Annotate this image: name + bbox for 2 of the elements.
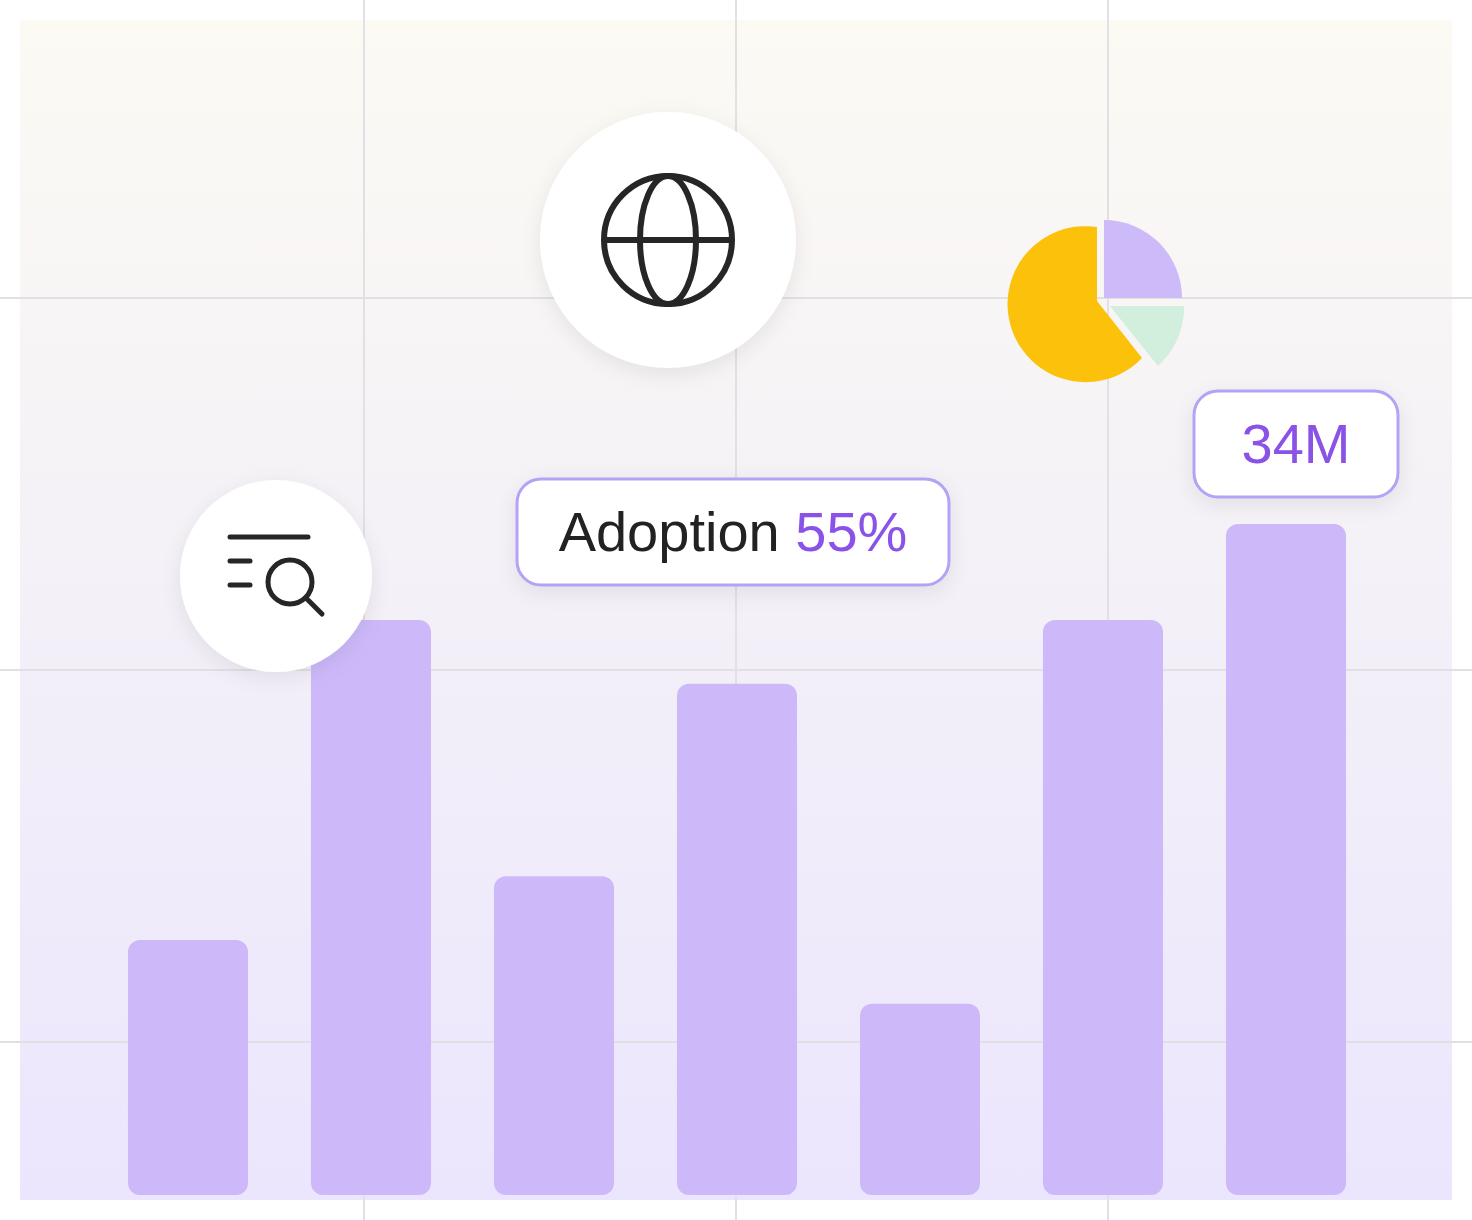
text: 34M bbox=[1241, 412, 1351, 475]
annotation: Adoption 55% bbox=[558, 500, 908, 563]
